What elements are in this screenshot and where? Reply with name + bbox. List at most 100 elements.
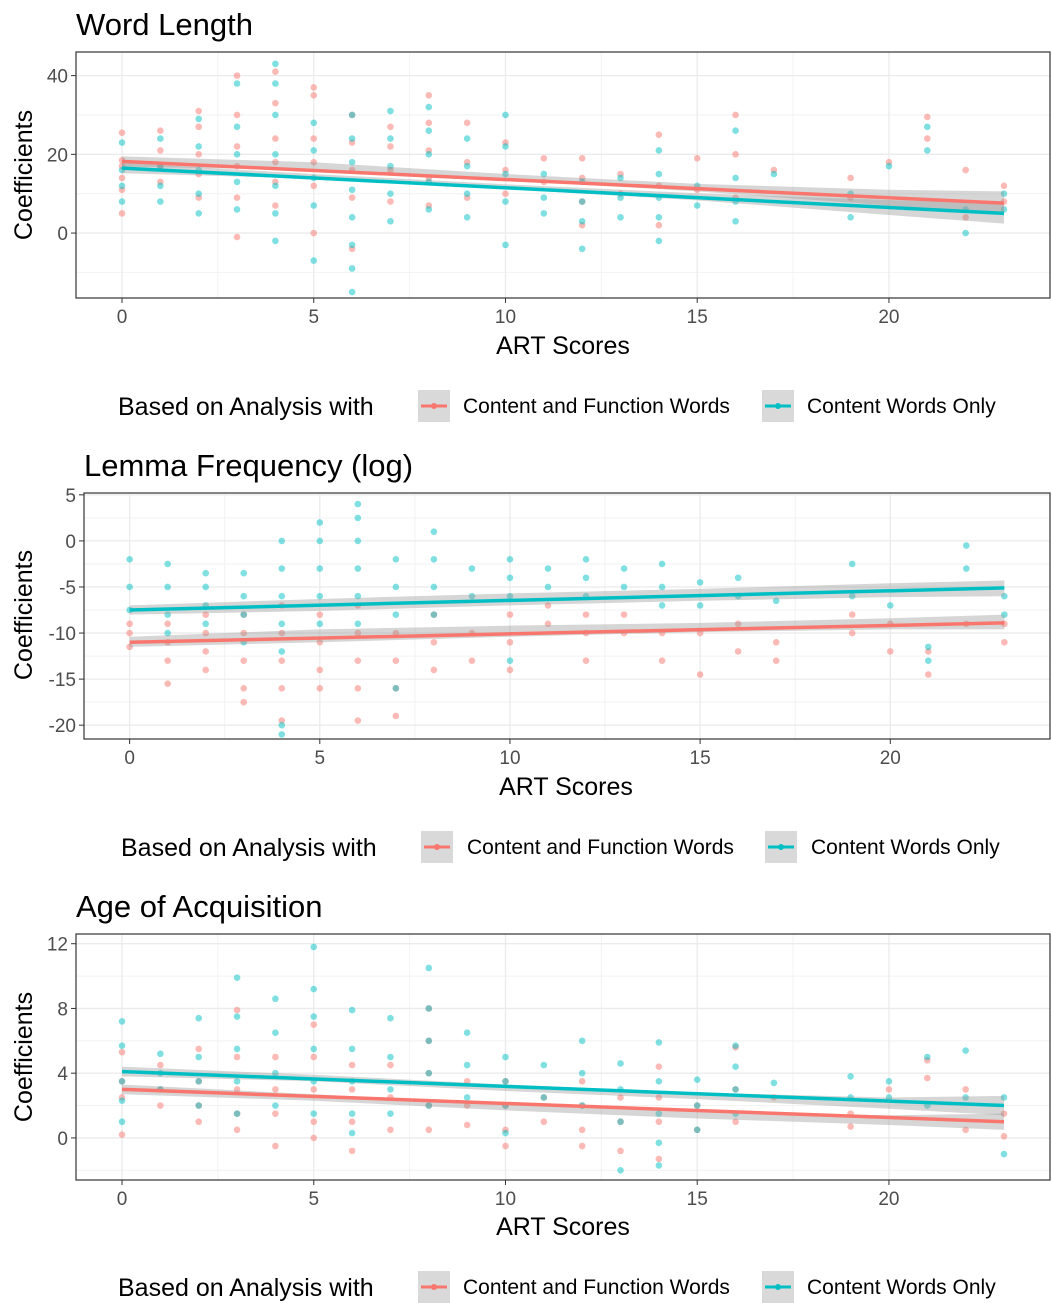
data-point bbox=[578, 1037, 586, 1045]
data-point bbox=[126, 620, 133, 628]
data-point bbox=[157, 1102, 164, 1109]
data-point bbox=[693, 154, 701, 162]
x-tick-label: 15 bbox=[687, 1189, 708, 1210]
data-point bbox=[540, 170, 548, 178]
data-point bbox=[354, 657, 362, 664]
data-point bbox=[463, 162, 471, 170]
data-point bbox=[348, 186, 356, 194]
data-point bbox=[278, 685, 286, 692]
data-point bbox=[392, 583, 400, 591]
x-tick-label: 15 bbox=[690, 748, 711, 769]
data-point bbox=[732, 174, 739, 182]
legend-key-point bbox=[775, 1284, 781, 1290]
data-point bbox=[655, 1118, 663, 1126]
data-point bbox=[126, 643, 133, 651]
x-tick-label: 5 bbox=[308, 307, 319, 328]
data-point bbox=[233, 1077, 241, 1085]
data-point bbox=[272, 68, 279, 75]
legend-label-content-and-function: Content and Function Words bbox=[463, 1276, 730, 1299]
y-tick-label: 0 bbox=[57, 1129, 68, 1150]
data-point bbox=[157, 1050, 164, 1058]
data-point bbox=[387, 198, 394, 205]
data-point bbox=[126, 556, 133, 563]
data-point bbox=[310, 119, 318, 127]
data-point bbox=[348, 1006, 356, 1014]
data-point bbox=[348, 214, 356, 221]
data-point bbox=[157, 135, 164, 142]
data-point bbox=[387, 107, 394, 115]
data-point bbox=[544, 565, 552, 572]
data-point bbox=[506, 666, 514, 674]
plot-area: 0 5 10 15 20 5 0 -5 -10 -15 -20 bbox=[49, 486, 1051, 769]
data-point bbox=[348, 194, 356, 201]
data-point bbox=[468, 592, 476, 600]
data-point bbox=[387, 123, 394, 131]
y-tick-label: 20 bbox=[47, 145, 68, 166]
data-point bbox=[430, 556, 438, 563]
data-point bbox=[272, 1142, 279, 1150]
data-point bbox=[316, 519, 324, 526]
data-point bbox=[696, 579, 704, 586]
data-point bbox=[962, 229, 969, 237]
data-point bbox=[544, 583, 552, 591]
data-point bbox=[348, 288, 356, 296]
data-point bbox=[272, 1053, 279, 1061]
data-point bbox=[463, 1094, 471, 1101]
data-point bbox=[693, 1102, 701, 1109]
data-point bbox=[732, 217, 739, 225]
data-point bbox=[540, 1118, 548, 1126]
data-point bbox=[316, 620, 324, 628]
panel-age-of-acquisition: Age of Acquisition 0 5 10 15 20 0 4 8 12 ART Sco… bbox=[10, 889, 1051, 1303]
data-point bbox=[544, 620, 552, 628]
data-point bbox=[202, 583, 210, 591]
data-point bbox=[354, 514, 362, 522]
data-point bbox=[1000, 190, 1008, 197]
data-point bbox=[272, 1029, 279, 1037]
data-point bbox=[354, 500, 362, 508]
data-point bbox=[502, 143, 509, 150]
data-point bbox=[272, 60, 279, 68]
data-point bbox=[278, 565, 286, 572]
data-point bbox=[272, 80, 279, 87]
data-point bbox=[502, 1142, 509, 1150]
trend-line bbox=[121, 1069, 1005, 1108]
data-point bbox=[732, 151, 739, 158]
data-point bbox=[696, 602, 704, 609]
panel-lemma-frequency: Lemma Frequency (log) 0 5 10 15 20 5 0 -5 -10 -15… bbox=[10, 448, 1051, 863]
y-axis-title: Coefficients bbox=[10, 550, 38, 680]
data-point bbox=[272, 111, 279, 119]
data-point bbox=[272, 1086, 279, 1093]
data-point bbox=[118, 210, 126, 217]
legend-title: Based on Analysis with bbox=[118, 393, 374, 421]
data-point bbox=[233, 80, 241, 87]
data-point bbox=[233, 1045, 241, 1053]
data-point bbox=[118, 1077, 126, 1085]
data-point bbox=[164, 680, 171, 688]
data-point bbox=[582, 611, 590, 618]
data-point bbox=[425, 1037, 433, 1045]
data-point bbox=[617, 194, 624, 201]
data-point bbox=[502, 1129, 509, 1137]
data-point bbox=[233, 194, 241, 201]
data-point bbox=[164, 560, 171, 568]
data-point bbox=[886, 602, 894, 609]
data-point bbox=[202, 648, 210, 655]
x-tick-label: 5 bbox=[308, 1189, 319, 1210]
data-point bbox=[278, 620, 286, 628]
data-point bbox=[1001, 638, 1008, 646]
data-point bbox=[233, 72, 241, 79]
data-point bbox=[310, 1110, 318, 1117]
data-point bbox=[506, 556, 514, 563]
data-point bbox=[316, 537, 324, 545]
y-tick-label: 0 bbox=[65, 532, 76, 553]
data-point bbox=[468, 565, 476, 572]
data-point bbox=[195, 190, 203, 197]
data-point bbox=[387, 1126, 394, 1134]
data-point bbox=[157, 147, 164, 154]
data-point bbox=[425, 151, 433, 158]
legend-key-point bbox=[778, 844, 784, 850]
data-point bbox=[118, 198, 126, 205]
data-point bbox=[540, 154, 548, 162]
x-tick-label: 0 bbox=[117, 1189, 128, 1210]
data-point bbox=[157, 182, 164, 190]
